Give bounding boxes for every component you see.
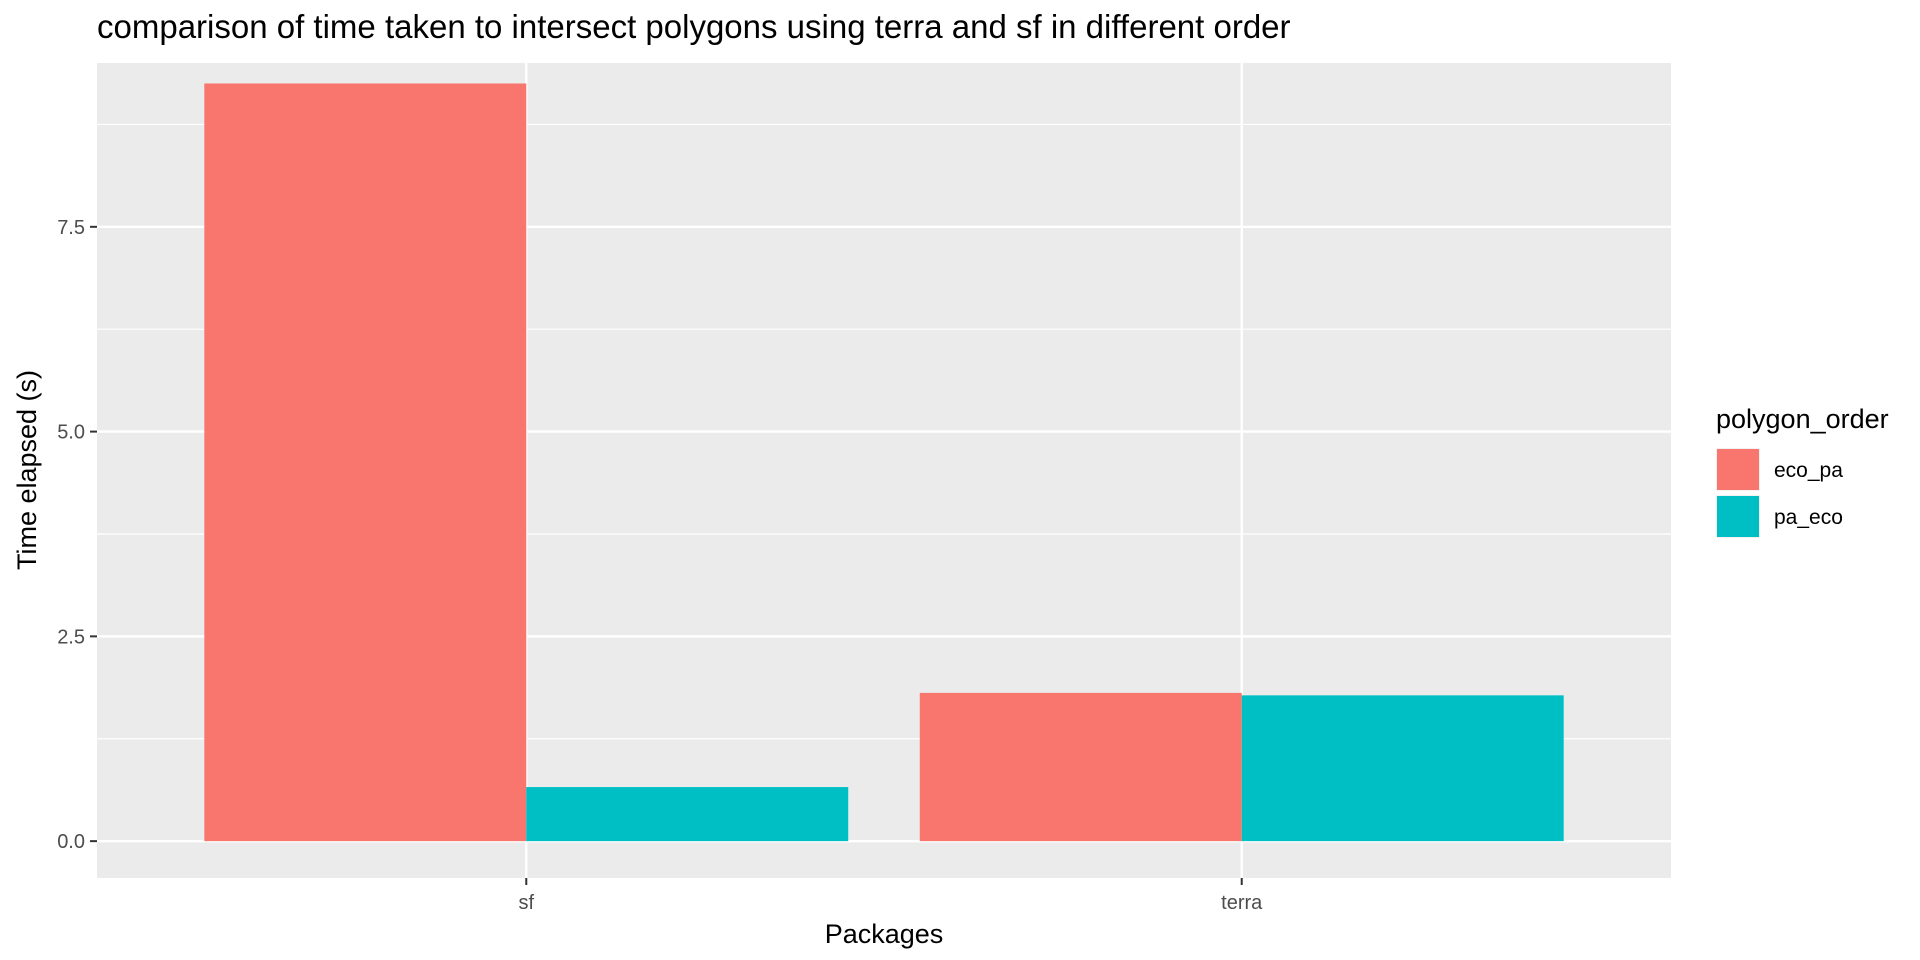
bars xyxy=(204,83,1564,842)
bar-eco_pa-sf xyxy=(204,83,527,842)
y-axis: 0.0 2.5 5.0 7.5 xyxy=(57,217,97,853)
legend-title: polygon_order xyxy=(1716,404,1889,434)
y-tick-label: 7.5 xyxy=(57,217,85,239)
y-tick-label: 0.0 xyxy=(57,831,85,853)
y-axis-title: Time elapsed (s) xyxy=(12,370,42,570)
bar-eco_pa-terra xyxy=(919,692,1242,842)
legend-key-pa_eco xyxy=(1717,496,1759,537)
x-tick-label: terra xyxy=(1221,892,1263,914)
legend-label-eco_pa: eco_pa xyxy=(1774,459,1843,482)
bar-pa_eco-terra xyxy=(1241,695,1564,842)
x-axis: sf terra xyxy=(518,878,1263,914)
x-tick-label: sf xyxy=(518,892,534,914)
legend-key-eco_pa xyxy=(1717,449,1759,490)
y-tick-label: 5.0 xyxy=(57,422,85,444)
chart-title: comparison of time taken to intersect po… xyxy=(97,8,1291,45)
y-tick-label: 2.5 xyxy=(57,626,85,648)
bar-pa_eco-sf xyxy=(526,787,849,842)
legend: polygon_order eco_pa pa_eco xyxy=(1716,404,1889,538)
legend-label-pa_eco: pa_eco xyxy=(1774,506,1843,529)
x-axis-title: Packages xyxy=(825,919,944,949)
